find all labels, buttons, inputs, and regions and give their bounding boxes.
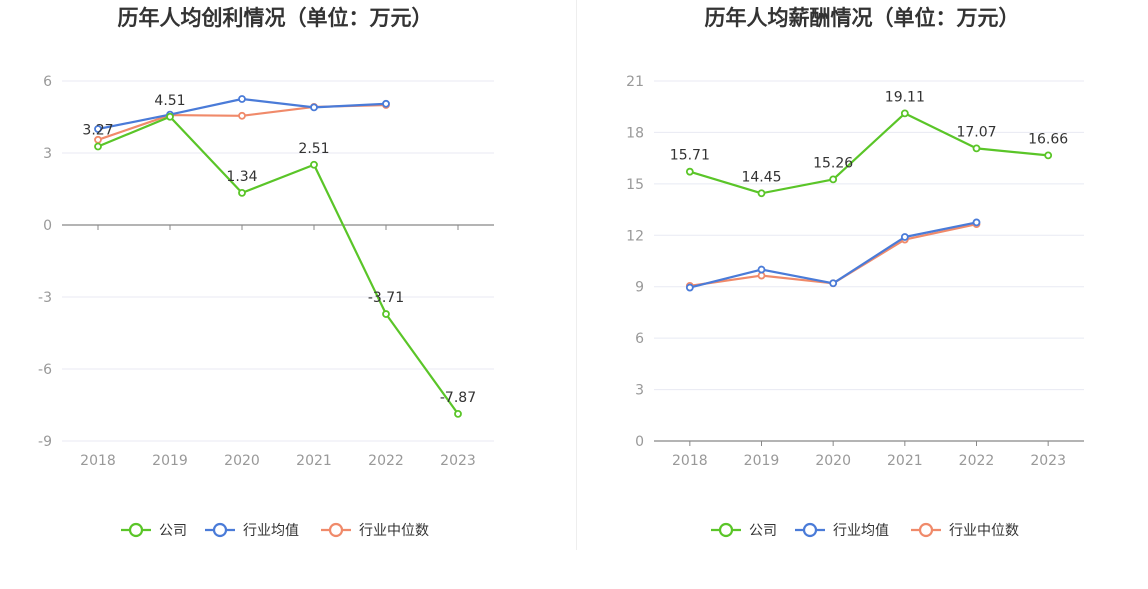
y-tick-label: -9 — [38, 434, 52, 450]
data-point-company[interactable] — [310, 160, 318, 169]
legend-marker — [718, 522, 734, 538]
legend-label: 行业均值 — [243, 523, 299, 539]
series-line-industry-avg — [689, 221, 977, 289]
data-point-industry-avg[interactable] — [685, 283, 694, 292]
x-tick-label: 2021 — [296, 453, 332, 469]
data-label: 15.71 — [670, 148, 710, 164]
x-tick-label: 2019 — [152, 453, 188, 469]
data-point-company[interactable] — [829, 175, 838, 184]
data-label: 15.26 — [813, 155, 853, 171]
data-point-company[interactable] — [757, 189, 766, 198]
x-tick-label: 2020 — [815, 453, 851, 469]
legend-label: 公司 — [159, 523, 187, 539]
x-tick-label: 2018 — [80, 453, 116, 469]
data-point-company[interactable] — [238, 188, 246, 197]
data-point-company[interactable] — [1044, 151, 1053, 160]
data-point-company[interactable] — [900, 109, 909, 118]
chart-title: 历年人均薪酬情况（单位：万元） — [705, 6, 1020, 30]
legend-item-industry-median[interactable]: 行业中位数 — [911, 522, 1019, 539]
y-tick-label: 0 — [43, 218, 52, 234]
data-point-industry-avg[interactable] — [757, 265, 766, 274]
data-label: -3.71 — [368, 290, 404, 306]
legend-label: 公司 — [749, 523, 777, 539]
y-tick-label: 15 — [626, 177, 644, 193]
legend-marker — [128, 522, 144, 538]
y-tick-label: 6 — [635, 331, 644, 347]
legend-item-company[interactable]: 公司 — [711, 522, 777, 539]
y-tick-label: 18 — [626, 125, 644, 141]
chart-title: 历年人均创利情况（单位：万元） — [118, 6, 433, 30]
data-point-industry-avg[interactable] — [310, 103, 318, 112]
series-line-company — [97, 115, 459, 415]
data-label: 3.27 — [82, 123, 113, 139]
y-tick-label: 0 — [635, 434, 644, 450]
data-label: 16.66 — [1028, 131, 1068, 147]
y-tick-label: 3 — [43, 146, 52, 162]
y-tick-label: -3 — [38, 290, 52, 306]
y-tick-label: -6 — [38, 362, 52, 378]
data-point-company[interactable] — [94, 142, 102, 151]
x-tick-label: 2023 — [1030, 453, 1066, 469]
legend-item-industry-median[interactable]: 行业中位数 — [321, 522, 429, 539]
data-point-industry-median[interactable] — [238, 111, 246, 120]
data-point-industry-avg[interactable] — [382, 99, 390, 108]
data-point-industry-avg[interactable] — [238, 95, 246, 103]
data-label: -7.87 — [440, 390, 476, 406]
legend-item-industry-avg[interactable]: 行业均值 — [205, 522, 299, 539]
series-line-company — [689, 112, 1049, 195]
legend-marker — [802, 522, 818, 538]
x-tick-label: 2018 — [672, 453, 708, 469]
legend-label: 行业中位数 — [949, 523, 1019, 539]
x-tick-label: 2020 — [224, 453, 260, 469]
legend-marker — [212, 522, 228, 538]
data-label: 14.45 — [741, 169, 781, 185]
data-label: 2.51 — [298, 141, 329, 157]
legend-item-company[interactable]: 公司 — [121, 522, 187, 539]
data-point-industry-avg[interactable] — [972, 218, 981, 227]
legend-marker — [328, 522, 344, 538]
legend-label: 行业中位数 — [359, 523, 429, 539]
profit-per-capita-chart: 历年人均创利情况（单位：万元） 6 3 0 -3 -6 -9 2018 2019 2020 202… — [38, 6, 494, 539]
data-label: 4.51 — [154, 93, 185, 109]
data-point-company[interactable] — [166, 112, 174, 121]
data-point-industry-avg[interactable] — [900, 233, 909, 241]
legend-label: 行业均值 — [833, 523, 889, 539]
x-tick-label: 2022 — [368, 453, 404, 469]
y-tick-label: 12 — [626, 228, 644, 244]
data-point-company[interactable] — [382, 310, 390, 318]
series-line-industry-median — [97, 103, 387, 141]
y-tick-label: 21 — [626, 74, 644, 90]
data-label: 1.34 — [226, 169, 257, 185]
y-tick-label: 3 — [635, 383, 644, 399]
data-label: 19.11 — [885, 89, 925, 105]
x-tick-label: 2019 — [744, 453, 780, 469]
data-point-company[interactable] — [454, 409, 462, 418]
legend-item-industry-avg[interactable]: 行业均值 — [795, 522, 889, 539]
x-tick-label: 2022 — [959, 453, 995, 469]
legend-marker — [918, 522, 934, 538]
data-point-industry-avg[interactable] — [94, 125, 102, 133]
x-tick-label: 2021 — [887, 453, 923, 469]
x-tick-label: 2023 — [440, 453, 476, 469]
y-tick-label: 6 — [43, 74, 52, 90]
data-point-company[interactable] — [685, 167, 694, 176]
salary-per-capita-chart: 历年人均薪酬情况（单位：万元） 21 18 15 12 9 6 3 0 2018 2019 2020… — [626, 6, 1084, 539]
data-label: 17.07 — [956, 124, 996, 140]
y-tick-label: 9 — [635, 280, 644, 296]
chart-divider — [576, 0, 577, 550]
data-point-company[interactable] — [972, 144, 981, 153]
data-point-industry-avg[interactable] — [829, 279, 838, 288]
